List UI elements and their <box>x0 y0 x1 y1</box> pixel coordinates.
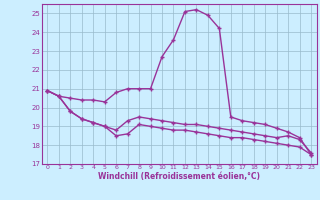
X-axis label: Windchill (Refroidissement éolien,°C): Windchill (Refroidissement éolien,°C) <box>98 172 260 181</box>
